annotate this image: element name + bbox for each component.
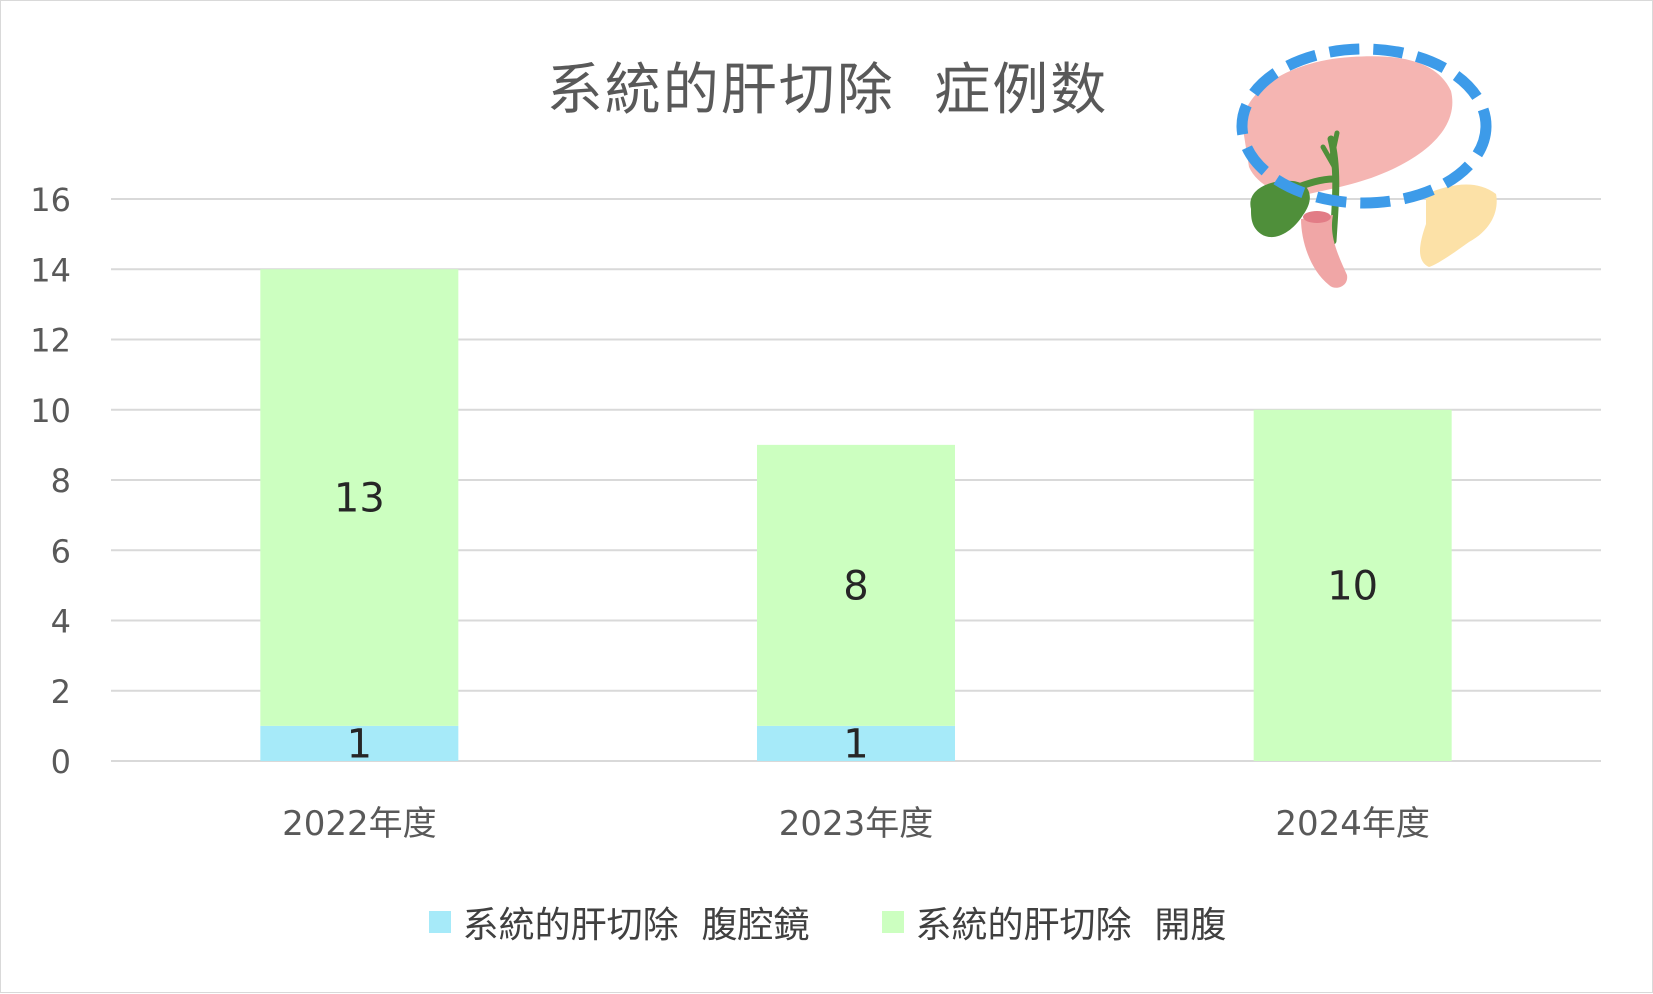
bar-open bbox=[757, 444, 955, 726]
legend-swatch-open bbox=[881, 911, 904, 933]
data-label: 10 bbox=[1327, 563, 1378, 609]
chart-title: 系統的肝切除 症例数 bbox=[546, 58, 1109, 123]
legend-label-open: 系統的肝切除 開腹 bbox=[915, 905, 1227, 946]
data-label: 8 bbox=[843, 563, 868, 609]
bar-laparoscopic bbox=[260, 725, 459, 761]
legend-item-open: 系統的肝切除 開腹 bbox=[881, 896, 1227, 948]
bar-open bbox=[260, 269, 459, 726]
y-tick-label: 0 bbox=[51, 743, 71, 781]
bar-laparoscopic bbox=[757, 725, 955, 761]
bar-open bbox=[1253, 409, 1452, 761]
y-tick-label: 2 bbox=[51, 673, 71, 711]
legend-label-laparoscopic: 系統的肝切除 腹腔鏡 bbox=[462, 905, 810, 946]
data-label: 1 bbox=[347, 721, 372, 767]
y-tick-label: 14 bbox=[30, 251, 71, 289]
chart-legend: 系統的肝切除 腹腔鏡 系統的肝切除 開腹 bbox=[1, 896, 1653, 948]
x-category-label: 2024年度 bbox=[1275, 804, 1430, 844]
y-tick-label: 12 bbox=[30, 322, 71, 360]
legend-item-laparoscopic: 系統的肝切除 腹腔鏡 bbox=[428, 896, 810, 948]
liver-gallbladder-pancreas-icon bbox=[1236, 43, 1497, 288]
x-category-label: 2023年度 bbox=[779, 804, 934, 844]
x-category-label: 2022年度 bbox=[282, 804, 437, 844]
y-tick-label: 16 bbox=[30, 181, 71, 219]
y-tick-label: 6 bbox=[51, 532, 71, 570]
y-tick-label: 4 bbox=[51, 603, 71, 641]
y-tick-label: 8 bbox=[51, 462, 71, 500]
data-label: 13 bbox=[334, 476, 385, 522]
y-tick-label: 10 bbox=[30, 392, 71, 430]
legend-swatch-laparoscopic bbox=[428, 911, 451, 933]
data-label: 1 bbox=[843, 721, 868, 767]
